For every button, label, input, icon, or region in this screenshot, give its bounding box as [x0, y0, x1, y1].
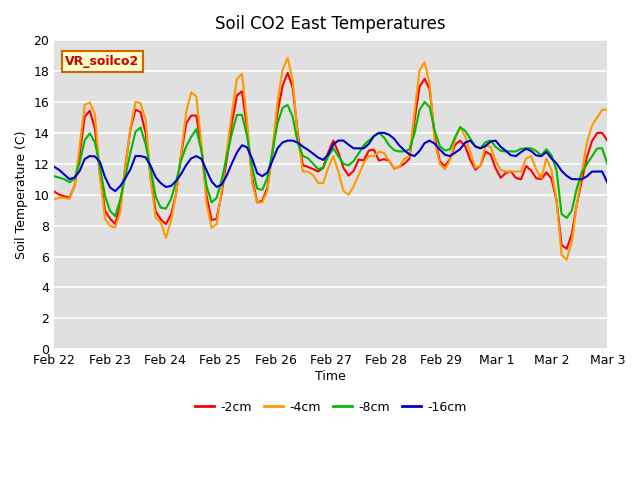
-8cm — [563, 215, 570, 221]
Line: -2cm: -2cm — [54, 73, 607, 249]
-8cm — [604, 161, 611, 167]
-16cm — [451, 150, 459, 156]
-4cm — [446, 157, 454, 163]
-4cm — [51, 196, 58, 202]
-8cm — [578, 169, 586, 175]
-2cm — [578, 178, 586, 183]
-2cm — [598, 130, 606, 136]
-16cm — [51, 164, 58, 170]
-4cm — [604, 107, 611, 112]
Line: -4cm: -4cm — [54, 58, 607, 260]
-16cm — [604, 180, 611, 185]
-16cm — [324, 152, 332, 157]
-4cm — [284, 55, 291, 60]
X-axis label: Time: Time — [316, 370, 346, 383]
-4cm — [324, 165, 332, 170]
-4cm — [578, 170, 586, 176]
-2cm — [284, 70, 291, 76]
-8cm — [212, 195, 220, 201]
-4cm — [212, 221, 220, 227]
Legend: -2cm, -4cm, -8cm, -16cm: -2cm, -4cm, -8cm, -16cm — [190, 396, 472, 419]
Y-axis label: Soil Temperature (C): Soil Temperature (C) — [15, 131, 28, 259]
-16cm — [111, 188, 119, 194]
-16cm — [598, 168, 606, 174]
-2cm — [446, 156, 454, 162]
-8cm — [420, 99, 428, 105]
-16cm — [218, 182, 225, 188]
-4cm — [598, 107, 606, 113]
-2cm — [212, 216, 220, 222]
-2cm — [324, 149, 332, 155]
-2cm — [51, 189, 58, 194]
Line: -16cm: -16cm — [54, 133, 607, 191]
-2cm — [604, 138, 611, 144]
-2cm — [563, 246, 570, 252]
Text: VR_soilco2: VR_soilco2 — [65, 55, 140, 68]
-16cm — [309, 151, 317, 156]
-16cm — [578, 176, 586, 182]
-8cm — [446, 146, 454, 152]
-16cm — [375, 130, 383, 136]
-8cm — [51, 173, 58, 179]
-4cm — [563, 257, 570, 263]
Title: Soil CO2 East Temperatures: Soil CO2 East Temperatures — [216, 15, 446, 33]
Line: -8cm: -8cm — [54, 102, 607, 218]
-2cm — [309, 166, 317, 172]
-8cm — [304, 156, 312, 161]
-8cm — [319, 165, 327, 170]
-8cm — [598, 145, 606, 151]
-4cm — [309, 172, 317, 178]
